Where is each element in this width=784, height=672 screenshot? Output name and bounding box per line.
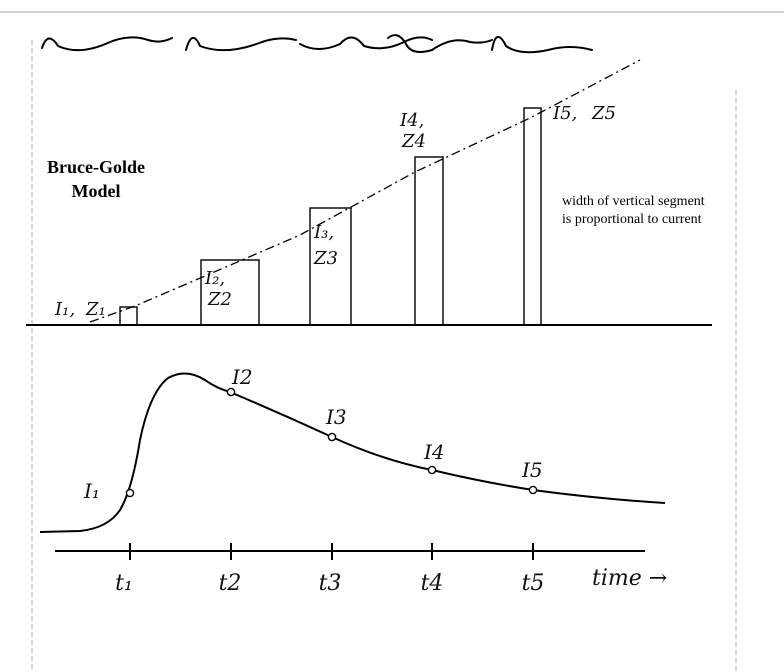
- segment-bar-3: [309, 207, 352, 326]
- current-label-4: I4: [423, 440, 445, 464]
- segment-label-4-i: I4,: [399, 110, 424, 131]
- current-label-1: I₁: [83, 479, 100, 503]
- current-waveform: [39, 372, 666, 533]
- segment-bar-2: [200, 259, 260, 326]
- current-point-3: [327, 432, 337, 442]
- current-point-2: [226, 387, 236, 397]
- time-tick-label-3: t3: [319, 571, 342, 596]
- diagram-title-line-2: Model: [72, 181, 121, 201]
- current-point-5: [528, 485, 538, 495]
- segment-label-5-i: I5,: [552, 103, 577, 124]
- segment-label-2-i: I₂,: [204, 268, 225, 289]
- segment-label-3-z: Z3: [313, 248, 338, 269]
- segment-label-1-i: I₁,: [54, 299, 75, 320]
- segment-label-3-i: I₃,: [313, 222, 334, 243]
- segment-label-1-z: Z₁: [85, 299, 106, 320]
- current-sample-points: [125, 387, 538, 498]
- time-tick-label-5: t5: [522, 571, 545, 596]
- leader-dash-line: [89, 59, 641, 323]
- diagram-title-line-1: Bruce-Golde: [47, 157, 145, 177]
- time-tick-label-2: t2: [219, 571, 242, 596]
- time-axis-label: time →: [592, 566, 667, 591]
- time-axis-ticks: [129, 543, 534, 560]
- segment-bar-4: [414, 156, 444, 326]
- current-label-2: I2: [231, 365, 253, 389]
- segment-label-4-z: Z4: [401, 131, 426, 152]
- cloud-base-scribble: [41, 34, 593, 54]
- current-label-3: I3: [325, 405, 347, 429]
- current-label-5: I5: [521, 458, 543, 482]
- time-tick-label-4: t4: [421, 571, 444, 596]
- current-point-1: [125, 488, 135, 498]
- width-note-line-2: is proportional to current: [562, 212, 702, 227]
- segment-label-2-z: Z2: [207, 289, 232, 310]
- current-point-4: [427, 465, 437, 475]
- segment-bar-5: [523, 107, 542, 326]
- segment-label-5-z: Z5: [591, 103, 616, 124]
- width-note-line-1: width of vertical segment: [562, 194, 705, 209]
- time-tick-label-1: t₁: [115, 571, 133, 596]
- segment-bar-1: [119, 306, 138, 326]
